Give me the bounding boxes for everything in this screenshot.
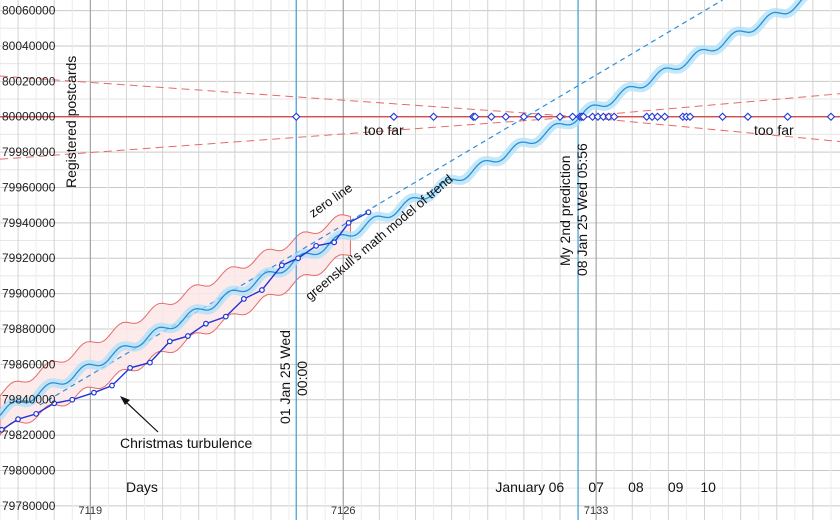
x-tick-label: 7133 (584, 505, 608, 517)
prediction-point (487, 112, 496, 122)
cone-upper-right (578, 93, 840, 118)
prediction-point (519, 112, 529, 122)
prediction-point (826, 112, 836, 122)
prediction-point (783, 112, 792, 122)
y-tick-label: 79820000 (2, 428, 56, 442)
prediction-point (470, 112, 480, 122)
data-point (313, 242, 320, 249)
data-point (259, 287, 265, 293)
data-point (91, 389, 97, 396)
prediction-point (653, 112, 662, 122)
x-tick-labels: 7119 7126 7133 (78, 505, 608, 517)
prediction-point (534, 112, 543, 122)
prediction-point (660, 112, 670, 122)
prediction-point (555, 112, 565, 122)
date-label: 08 (628, 479, 644, 495)
cone-lower-right (578, 116, 840, 142)
date-label: 09 (668, 479, 684, 495)
y-tick-label: 80000000 (2, 110, 56, 124)
prediction-point (568, 112, 577, 122)
prediction-point (579, 112, 588, 122)
y-tick-labels: 79780000 79800000 79820000 79840000 79860000… (2, 4, 56, 513)
trend-model (0, 0, 808, 420)
data-point (278, 262, 285, 269)
data-series (0, 209, 372, 433)
model-line (0, 0, 803, 416)
data-point (109, 382, 115, 389)
prediction-point (609, 112, 619, 122)
prediction-point (501, 112, 511, 122)
data-point (240, 296, 247, 302)
data-point (331, 239, 338, 246)
vertical-markers (295, 0, 579, 520)
too-far-left-label: too far (364, 122, 404, 138)
prediction-points (291, 112, 836, 122)
y-tick-label: 79900000 (2, 287, 56, 301)
data-point (295, 255, 301, 262)
data-point (345, 219, 352, 226)
data-point (166, 338, 173, 345)
cone-lower-left (0, 116, 579, 160)
data-point (203, 320, 209, 327)
prediction-point (429, 112, 438, 122)
x-axis-label: Days (126, 479, 158, 495)
y-tick-label: 79840000 (2, 393, 56, 407)
zero-line (39, 0, 723, 406)
marker-1-label-line-2: 00:00 (294, 361, 310, 396)
data-point (51, 400, 58, 407)
prediction-point (718, 112, 727, 122)
christmas-label: Christmas turbulence (120, 435, 252, 451)
data-point (147, 359, 153, 366)
cone-upper-left (0, 75, 579, 118)
data-point (184, 333, 191, 339)
christmas-arrow (120, 396, 159, 433)
zero-line (39, 0, 723, 406)
y-tick-label: 79940000 (2, 216, 56, 230)
date-label: 06 (549, 479, 565, 495)
x-tick-label: 7126 (331, 505, 355, 517)
marker-2-label-line-1: My 2nd prediction (557, 155, 573, 266)
y-tick-label: 79960000 (2, 180, 56, 194)
y-tick-label: 79800000 (2, 463, 56, 477)
prediction-point (743, 112, 753, 122)
data-point (127, 364, 133, 371)
prediction-point (389, 112, 399, 122)
data-point (69, 396, 76, 403)
y-tick-label: 80020000 (2, 74, 56, 88)
data-point (15, 416, 21, 423)
y-tick-label: 79920000 (2, 251, 56, 265)
y-tick-label: 80040000 (2, 39, 56, 53)
data-point (33, 410, 40, 417)
data-point (222, 313, 229, 320)
marker-1-label-line-1: 01 Jan 25 Wed (277, 330, 293, 424)
prediction-point (291, 112, 301, 122)
y-tick-label: 79780000 (2, 499, 56, 513)
zero-line-label: zero line (306, 180, 355, 220)
data-point (365, 209, 372, 216)
y-tick-label: 80060000 (2, 4, 56, 18)
date-label: 10 (700, 479, 716, 495)
data-point (0, 426, 5, 433)
y-axis-label: Registered postcards (63, 56, 79, 188)
date-label: January (495, 479, 545, 495)
y-tick-label: 79860000 (2, 357, 56, 371)
too-far-right-label: too far (754, 122, 794, 138)
date-label: 07 (588, 479, 604, 495)
prediction-point (685, 112, 695, 122)
y-tick-label: 79880000 (2, 322, 56, 336)
x-tick-label: 7119 (78, 505, 102, 517)
marker-2-label-line-2: 08 Jan 25 Wed 05:56 (574, 143, 590, 276)
y-tick-label: 79980000 (2, 145, 56, 159)
month-labels: January 06 07 08 09 10 (495, 479, 716, 495)
